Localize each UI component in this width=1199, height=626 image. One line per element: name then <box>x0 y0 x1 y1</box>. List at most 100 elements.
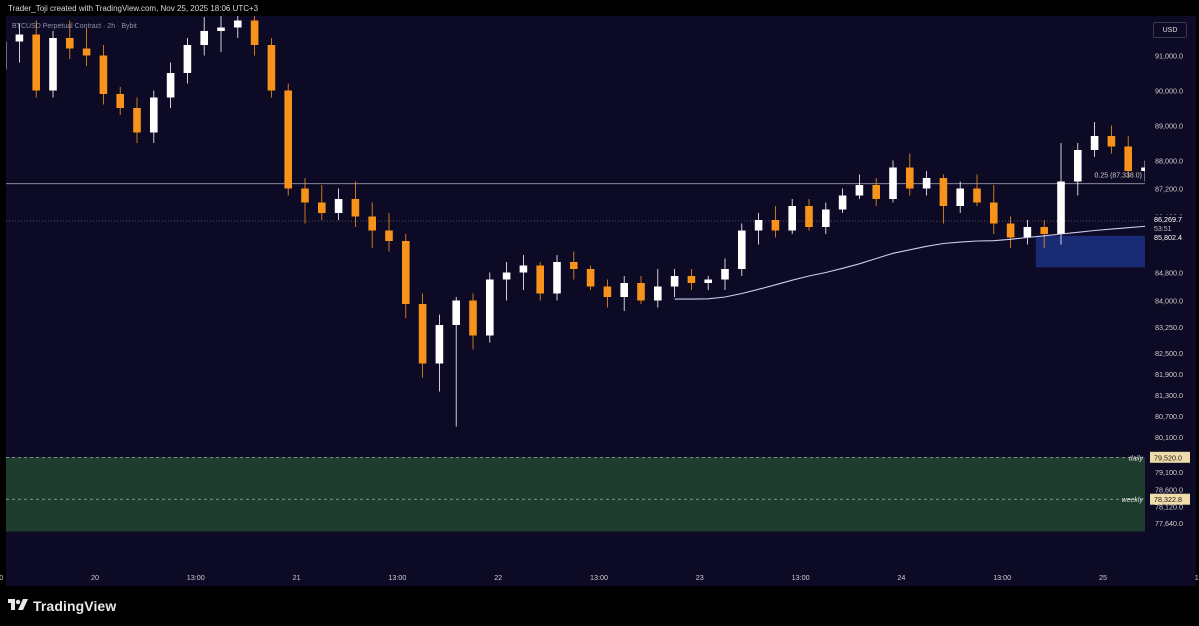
candle-body <box>620 283 628 297</box>
candle-body <box>217 27 225 31</box>
candle-body <box>754 220 763 231</box>
candle-body <box>15 34 24 42</box>
candle <box>1040 220 1048 248</box>
x-tick-label: 13:00 <box>792 573 810 582</box>
price-label-weekly: 78,322.8 <box>1150 493 1190 505</box>
currency-button[interactable]: USD <box>1153 22 1187 38</box>
plot-area <box>6 16 1145 532</box>
candle-body <box>687 276 696 283</box>
candle <box>973 174 981 206</box>
candle-body <box>183 45 192 73</box>
candle-body <box>368 216 376 231</box>
candle-body <box>351 199 360 217</box>
candle <box>1023 220 1032 245</box>
candle-body <box>469 300 477 336</box>
candle-body <box>267 45 276 91</box>
x-tick-label: 13:00 <box>0 573 3 582</box>
candle <box>704 276 712 290</box>
candle-body <box>486 279 494 336</box>
candle <box>318 185 326 220</box>
candle <box>906 153 914 196</box>
candle <box>872 178 880 206</box>
candle <box>301 178 309 224</box>
tradingview-logo-icon <box>8 599 28 613</box>
y-tick-label: 80,100.0 <box>1155 433 1183 442</box>
y-tick-label: 91,000.0 <box>1155 52 1183 61</box>
x-tick-label: 23 <box>696 573 704 582</box>
y-tick-label: 80,700.0 <box>1155 412 1183 421</box>
y-tick-label: 81,300.0 <box>1155 391 1183 400</box>
candle-body <box>1090 136 1099 150</box>
candle <box>469 293 477 350</box>
y-tick-label: 88,000.0 <box>1155 157 1183 166</box>
candle <box>334 188 343 220</box>
price-label-daily: 79,520.0 <box>1150 451 1190 463</box>
symbol-info[interactable]: BTCUSD Perpetual Contract · 2h · Bybit <box>12 23 137 30</box>
candle-body <box>855 185 864 196</box>
candle <box>1141 160 1145 182</box>
candle <box>738 223 746 276</box>
candle <box>687 269 696 290</box>
candle <box>788 199 796 234</box>
y-tick-label: 81,900.0 <box>1155 370 1183 379</box>
moving-average-line <box>674 225 1145 300</box>
credit-text: Trader_Toji created with TradingView.com… <box>8 4 259 13</box>
candle <box>351 181 360 227</box>
candle <box>49 31 57 98</box>
candle <box>150 90 158 143</box>
candle-body <box>738 230 746 269</box>
candle-body <box>334 199 343 213</box>
candle <box>166 62 175 108</box>
candle <box>553 255 561 301</box>
candle-body <box>385 230 393 241</box>
candle-body <box>1107 136 1116 147</box>
candle-body <box>418 304 427 364</box>
candle-body <box>1057 181 1065 234</box>
candle <box>603 279 612 308</box>
candle <box>435 314 444 392</box>
price-label-box <box>1150 451 1190 463</box>
candle <box>922 171 931 196</box>
candle <box>721 258 729 290</box>
candle-body <box>402 241 410 304</box>
candle-body <box>704 279 712 283</box>
candle-body <box>670 276 679 287</box>
top-bar: Trader_Toji created with TradingView.com… <box>0 0 1199 18</box>
candle <box>1074 143 1082 196</box>
candle-body <box>1023 227 1032 238</box>
y-tick-label: 82,500.0 <box>1155 349 1183 358</box>
candle <box>586 265 595 290</box>
x-tick-label: 13:00 <box>388 573 406 582</box>
candle <box>1006 216 1015 248</box>
price-label-box <box>1150 493 1190 505</box>
candle-body <box>990 202 998 224</box>
candle-body <box>956 188 964 206</box>
price-label-text: 86,269.7 <box>1154 215 1182 224</box>
candle-body <box>82 48 91 56</box>
candle-body <box>1074 150 1082 182</box>
tradingview-logo[interactable]: TradingView <box>8 597 116 615</box>
y-tick-label: 78,600.0 <box>1155 486 1183 495</box>
candle-body <box>586 269 595 287</box>
candle-body <box>603 286 612 297</box>
candle <box>990 185 998 234</box>
candle <box>82 27 91 66</box>
candle-body <box>1006 223 1015 238</box>
candle <box>486 272 494 343</box>
candle-body <box>166 73 175 98</box>
candle <box>805 199 813 231</box>
candle-body <box>1124 146 1132 171</box>
candle <box>838 188 847 213</box>
candle-body <box>536 265 544 294</box>
y-tick-label: 77,640.0 <box>1155 519 1183 528</box>
price-label-box <box>1150 231 1194 243</box>
candle <box>1124 136 1132 178</box>
candle <box>452 297 460 427</box>
price-label-text: 85,802.4 <box>1154 233 1182 242</box>
candle-body <box>939 178 948 206</box>
candle-body <box>570 262 578 269</box>
y-tick-label: 84,000.0 <box>1155 297 1183 306</box>
candle-body <box>872 185 880 199</box>
candle-body <box>973 188 981 203</box>
